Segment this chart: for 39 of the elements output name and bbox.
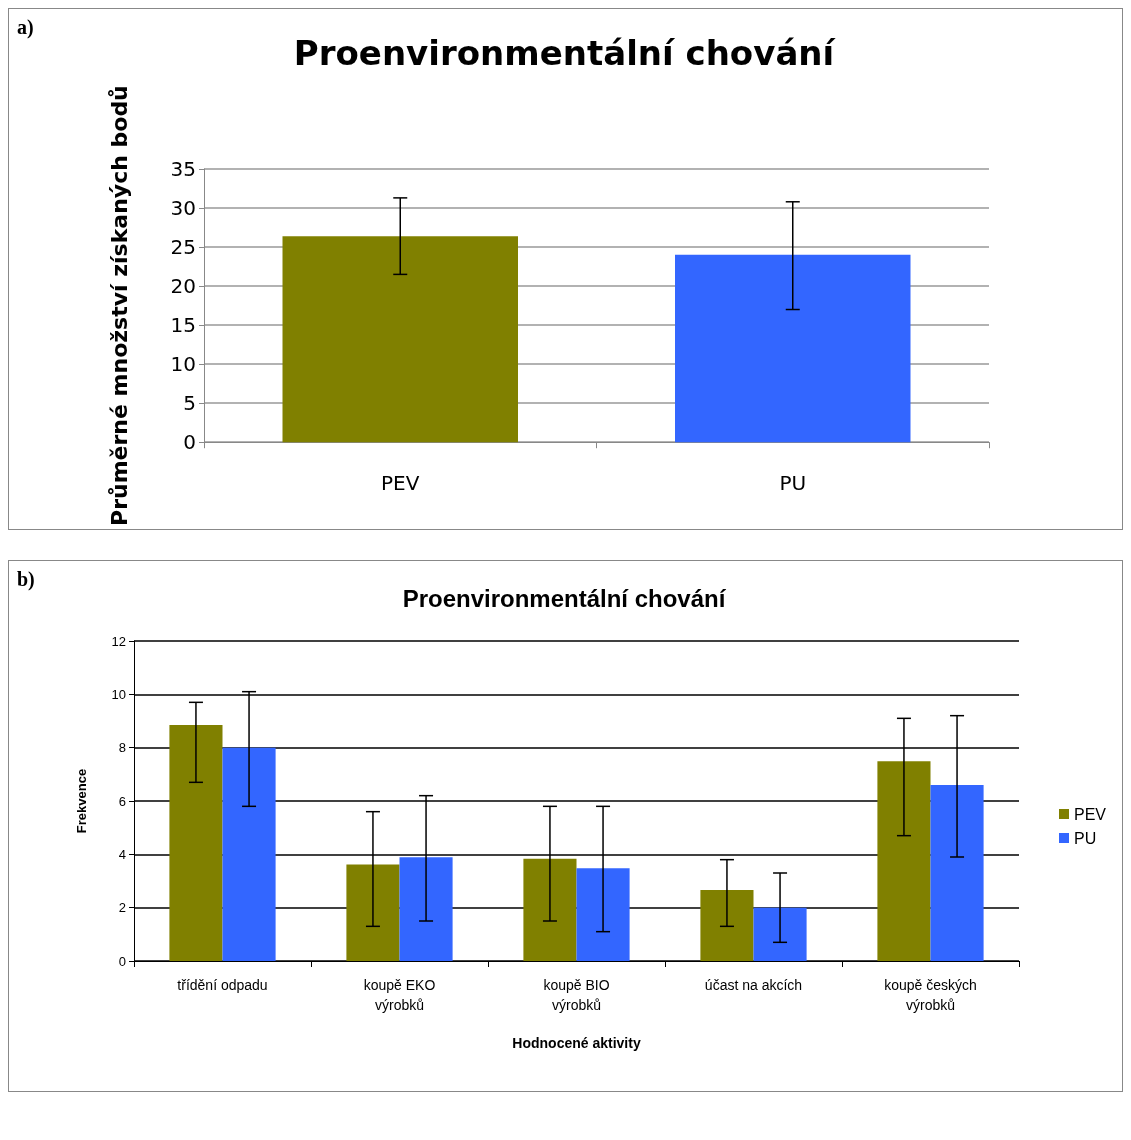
- y-tick-label: 20: [170, 274, 196, 299]
- bar: [169, 725, 223, 961]
- y-tick-label: 2: [118, 900, 126, 916]
- legend-label: PU: [1073, 829, 1097, 847]
- y-tick-label: 8: [118, 740, 126, 756]
- bar: [523, 858, 577, 961]
- chart-title: Proenvironmentální chování: [402, 584, 727, 612]
- y-tick-label: 35: [170, 157, 196, 181]
- bar: [576, 868, 630, 961]
- x-axis-title: Hodnocené aktivity: [512, 1035, 641, 1051]
- y-tick-label: 5: [183, 391, 196, 416]
- chart-title: Proenvironmentální chování: [293, 33, 837, 73]
- bar: [346, 864, 400, 961]
- y-tick-label: 0: [118, 953, 126, 969]
- bar: [930, 785, 984, 961]
- text: a): [17, 16, 34, 39]
- bar: [222, 747, 276, 961]
- y-tick-label: 4: [118, 846, 126, 862]
- bar: [700, 890, 754, 961]
- x-tick-label: třídění odpadu: [177, 977, 268, 993]
- bar: [753, 907, 807, 961]
- x-tick-label: koupě českých výrobků: [884, 977, 977, 1013]
- y-tick-label: 0: [183, 430, 196, 455]
- y-axis-title: Frekvence: [73, 768, 89, 834]
- y-tick-label: 25: [170, 235, 196, 260]
- y-tick-label: 10: [111, 686, 126, 702]
- legend-label: PEV: [1073, 805, 1107, 823]
- y-tick-label: 10: [170, 352, 196, 377]
- y-tick-label: 30: [170, 196, 196, 221]
- x-tick-label: účast na akcích: [704, 977, 803, 993]
- bar: [399, 857, 453, 961]
- y-tick-label: 6: [118, 793, 126, 809]
- bar: [877, 761, 931, 961]
- x-tick-label: koupě BIO výrobků: [543, 977, 610, 1013]
- text: b): [17, 568, 35, 591]
- y-tick-label: 15: [170, 313, 196, 338]
- y-tick-label: 12: [111, 633, 126, 649]
- x-tick-label: koupě EKO výrobků: [363, 977, 436, 1013]
- y-axis-title: Průměrné množství získaných bodů: [106, 85, 132, 527]
